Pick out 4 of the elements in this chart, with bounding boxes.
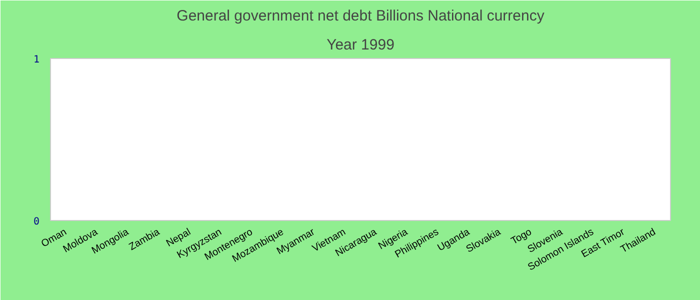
chart-title: General government net debt Billions National currency <box>176 8 545 24</box>
y-tick-label: 0 <box>33 216 40 228</box>
y-tick-label: 1 <box>33 54 40 66</box>
chart-subtitle: Year 1999 <box>326 36 394 54</box>
